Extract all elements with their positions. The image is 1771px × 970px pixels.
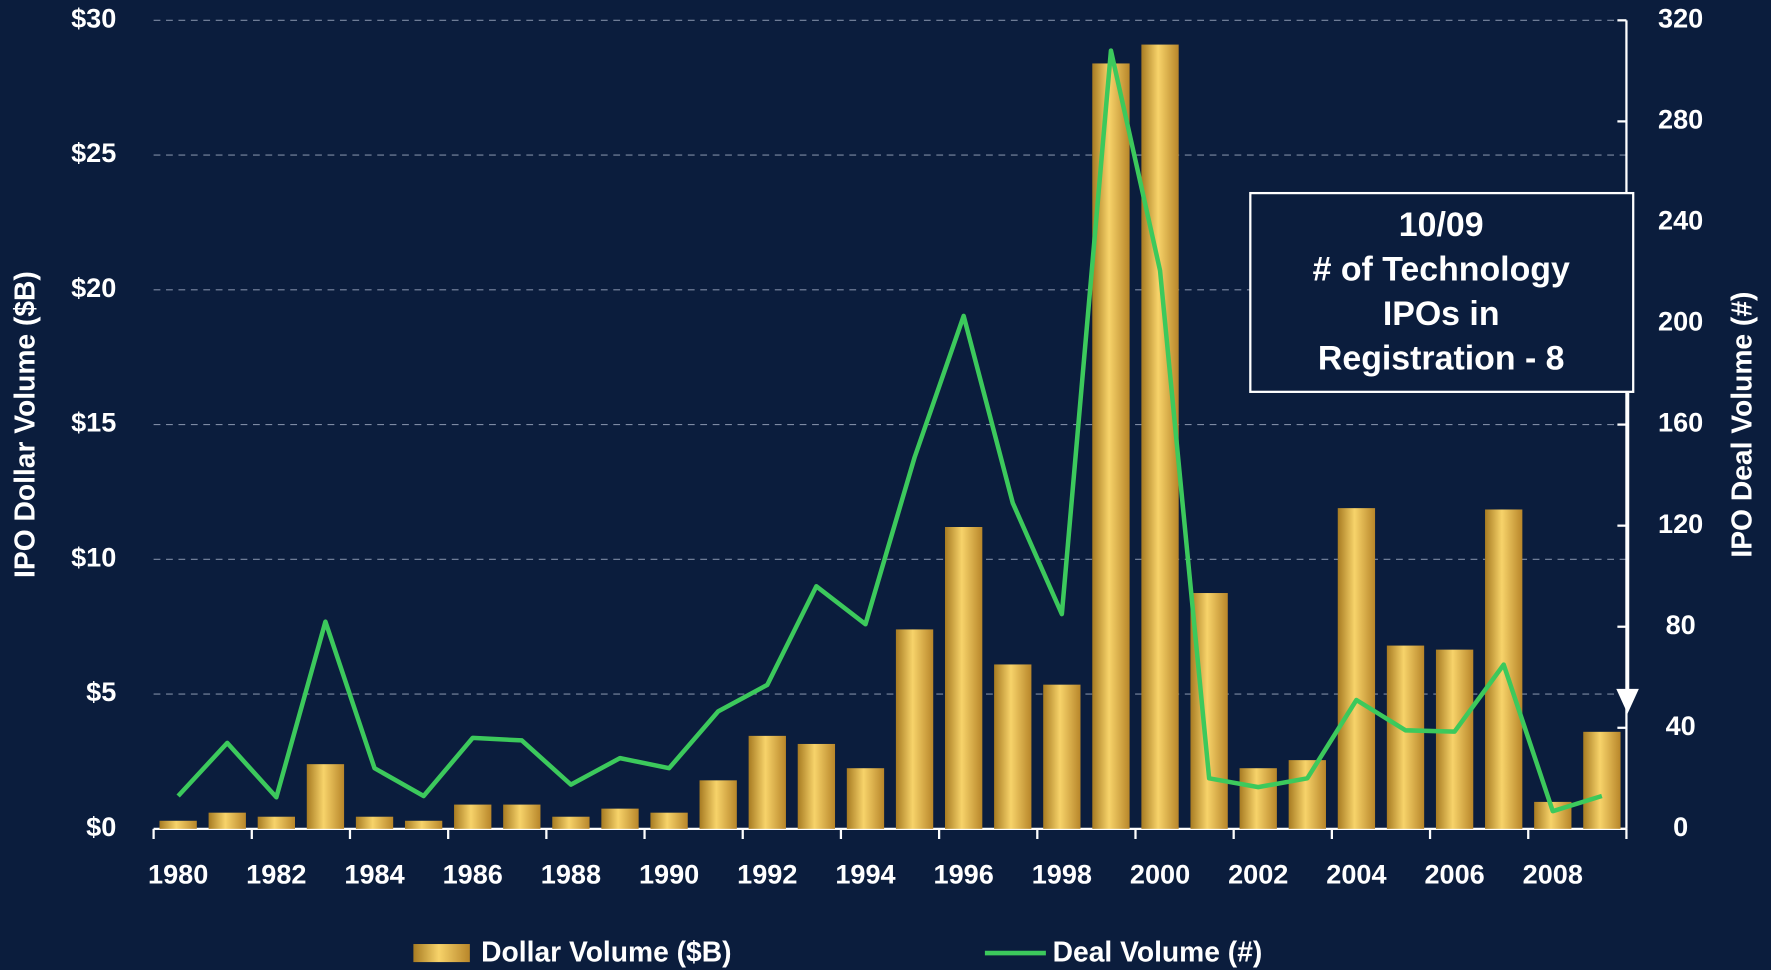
bar: [748, 735, 786, 829]
bar: [208, 812, 246, 829]
x-tick-label: 1986: [443, 858, 503, 889]
y-tick-label: $20: [71, 272, 116, 303]
y-tick-label: $10: [71, 541, 116, 572]
bar: [1386, 645, 1425, 829]
y-tick-label: $30: [71, 2, 116, 33]
bar: [699, 780, 737, 829]
bar: [355, 816, 394, 829]
x-tick-label: 1990: [639, 858, 699, 889]
y2-tick-label: 120: [1658, 508, 1703, 539]
y-tick-label: $15: [71, 407, 116, 438]
bar: [945, 526, 983, 829]
x-tick-label: 2000: [1130, 858, 1190, 889]
annotation-text: 10/09: [1399, 206, 1484, 244]
x-tick-label: 1988: [541, 858, 601, 889]
x-tick-label: 1998: [1032, 858, 1092, 889]
annotation-box: [1249, 191, 1635, 393]
y2-tick-label: 200: [1658, 306, 1703, 337]
bar: [895, 629, 934, 829]
legend-label: Deal Volume (#): [1053, 936, 1263, 968]
x-tick-label: 2008: [1523, 858, 1583, 889]
y2-tick-label: 80: [1666, 609, 1696, 640]
y-axis-title: IPO Dollar Volume ($B): [9, 271, 41, 578]
y2-tick-label: 160: [1658, 407, 1703, 438]
bar: [257, 816, 295, 829]
legend-swatch: [413, 944, 470, 963]
bar: [650, 812, 688, 829]
bar: [1043, 684, 1081, 829]
y2-tick-label: 320: [1658, 2, 1703, 33]
x-tick-label: 2006: [1424, 858, 1484, 889]
x-tick-label: 2004: [1326, 858, 1386, 889]
y-tick-label: $25: [71, 137, 116, 168]
x-tick-label: 1994: [835, 858, 895, 889]
x-tick-label: 1992: [737, 858, 797, 889]
bar: [1337, 508, 1376, 829]
bar: [552, 816, 590, 829]
bar: [601, 808, 639, 829]
annotation-text: Registration - 8: [1318, 340, 1565, 378]
x-tick-label: 1980: [148, 858, 208, 889]
x-tick-label: 1996: [934, 858, 994, 889]
bar: [846, 768, 885, 829]
bar: [797, 743, 836, 829]
bar: [1141, 44, 1179, 829]
annotation-text: # of Technology: [1313, 251, 1570, 289]
x-tick-label: 2002: [1228, 858, 1288, 889]
x-tick-label: 1984: [344, 858, 404, 889]
annotation-arrowhead: [1616, 688, 1639, 714]
y2-tick-label: 0: [1673, 811, 1688, 842]
y2-tick-label: 240: [1658, 205, 1703, 236]
bar: [404, 820, 443, 829]
bar: [306, 764, 345, 829]
bar: [503, 804, 541, 829]
bar: [994, 664, 1032, 829]
y-tick-label: $0: [86, 811, 116, 842]
x-tick-label: 1982: [246, 858, 306, 889]
y2-tick-label: 280: [1658, 104, 1703, 135]
bar: [1288, 760, 1326, 829]
line: [176, 48, 1603, 814]
y-tick-label: $5: [86, 676, 116, 707]
bar: [1435, 649, 1474, 829]
bar: [454, 804, 492, 829]
y2-axis-title: IPO Deal Volume (#): [1725, 292, 1757, 558]
annotation-text: IPOs in: [1383, 295, 1500, 333]
bar: [1583, 731, 1621, 829]
bar: [159, 820, 197, 829]
legend-label: Dollar Volume ($B): [481, 936, 731, 968]
bar: [1239, 768, 1277, 829]
y2-tick-label: 40: [1666, 710, 1696, 741]
